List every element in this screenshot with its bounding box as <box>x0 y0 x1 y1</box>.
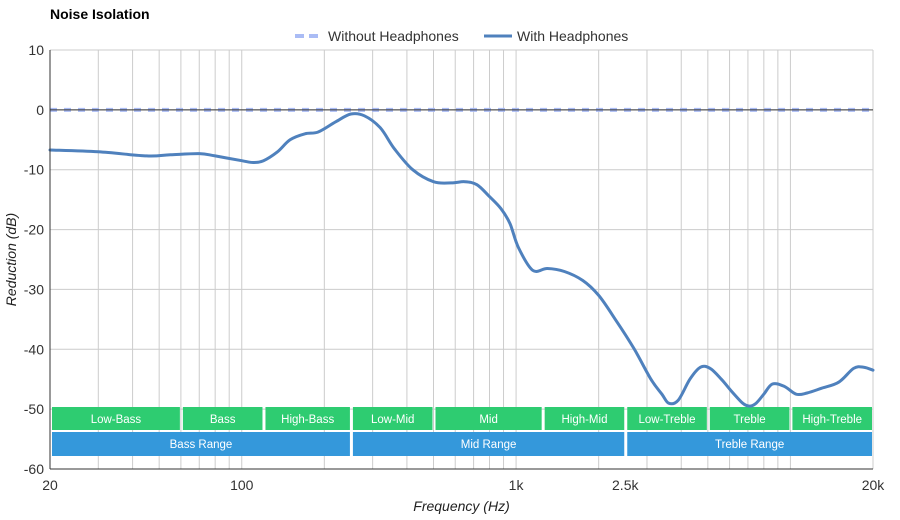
band-label: Mid <box>479 414 498 426</box>
x-tick-label: 100 <box>230 477 254 493</box>
series-lines <box>48 107 875 408</box>
y-tick-label: 0 <box>36 102 44 118</box>
y-tick-label: -40 <box>24 341 44 357</box>
band-low-bass <box>52 407 180 430</box>
x-tick-label: 20k <box>862 477 886 493</box>
band-group-label: Treble Range <box>715 439 784 451</box>
band-treble <box>709 407 790 430</box>
y-tick-label: -50 <box>24 401 44 417</box>
x-tick-label: 2.5k <box>612 477 639 493</box>
y-tick-label: -60 <box>24 461 44 477</box>
band-high-bass <box>265 407 350 430</box>
y-tick-label: -20 <box>24 222 44 238</box>
band-group-bass-range <box>52 432 350 456</box>
band-group-mid-range <box>352 432 625 456</box>
frequency-bands: Low-Bass Bass High-Bass Low-Mid Mid High-Mid L… <box>52 407 872 456</box>
band-label: Low-Mid <box>371 414 414 426</box>
band-label: Treble <box>734 414 766 426</box>
band-label: High-Bass <box>281 414 334 426</box>
grid <box>49 49 874 470</box>
band-label: Low-Treble <box>638 414 695 426</box>
x-axis-title: Frequency (Hz) <box>413 498 509 514</box>
band-high-treble <box>792 407 872 430</box>
y-tick-label: -10 <box>24 162 44 178</box>
band-mid <box>435 407 542 430</box>
y-tick-label: 10 <box>28 42 44 58</box>
y-axis-title: Reduction (dB) <box>3 213 19 306</box>
chart-title: Noise Isolation <box>50 6 150 22</box>
band-group-label: Mid Range <box>461 439 517 451</box>
series-line-with-headphones <box>48 112 875 408</box>
legend-label: Without Headphones <box>328 28 459 44</box>
band-label: Low-Bass <box>91 414 142 426</box>
band-low-treble <box>627 407 707 430</box>
band-label: High-Mid <box>561 414 607 426</box>
band-group-treble-range <box>627 432 872 456</box>
legend-label: With Headphones <box>517 28 628 44</box>
legend: Without Headphones With Headphones <box>295 28 628 44</box>
x-tick-label: 20 <box>42 477 58 493</box>
band-label: Bass <box>210 414 236 426</box>
band-group-label: Bass Range <box>170 439 233 451</box>
band-low-mid <box>352 407 433 430</box>
band-high-mid <box>544 407 625 430</box>
x-tick-label: 1k <box>509 477 525 493</box>
y-tick-label: -30 <box>24 281 44 297</box>
band-label: High-Treble <box>802 414 862 426</box>
band-bass <box>182 407 263 430</box>
